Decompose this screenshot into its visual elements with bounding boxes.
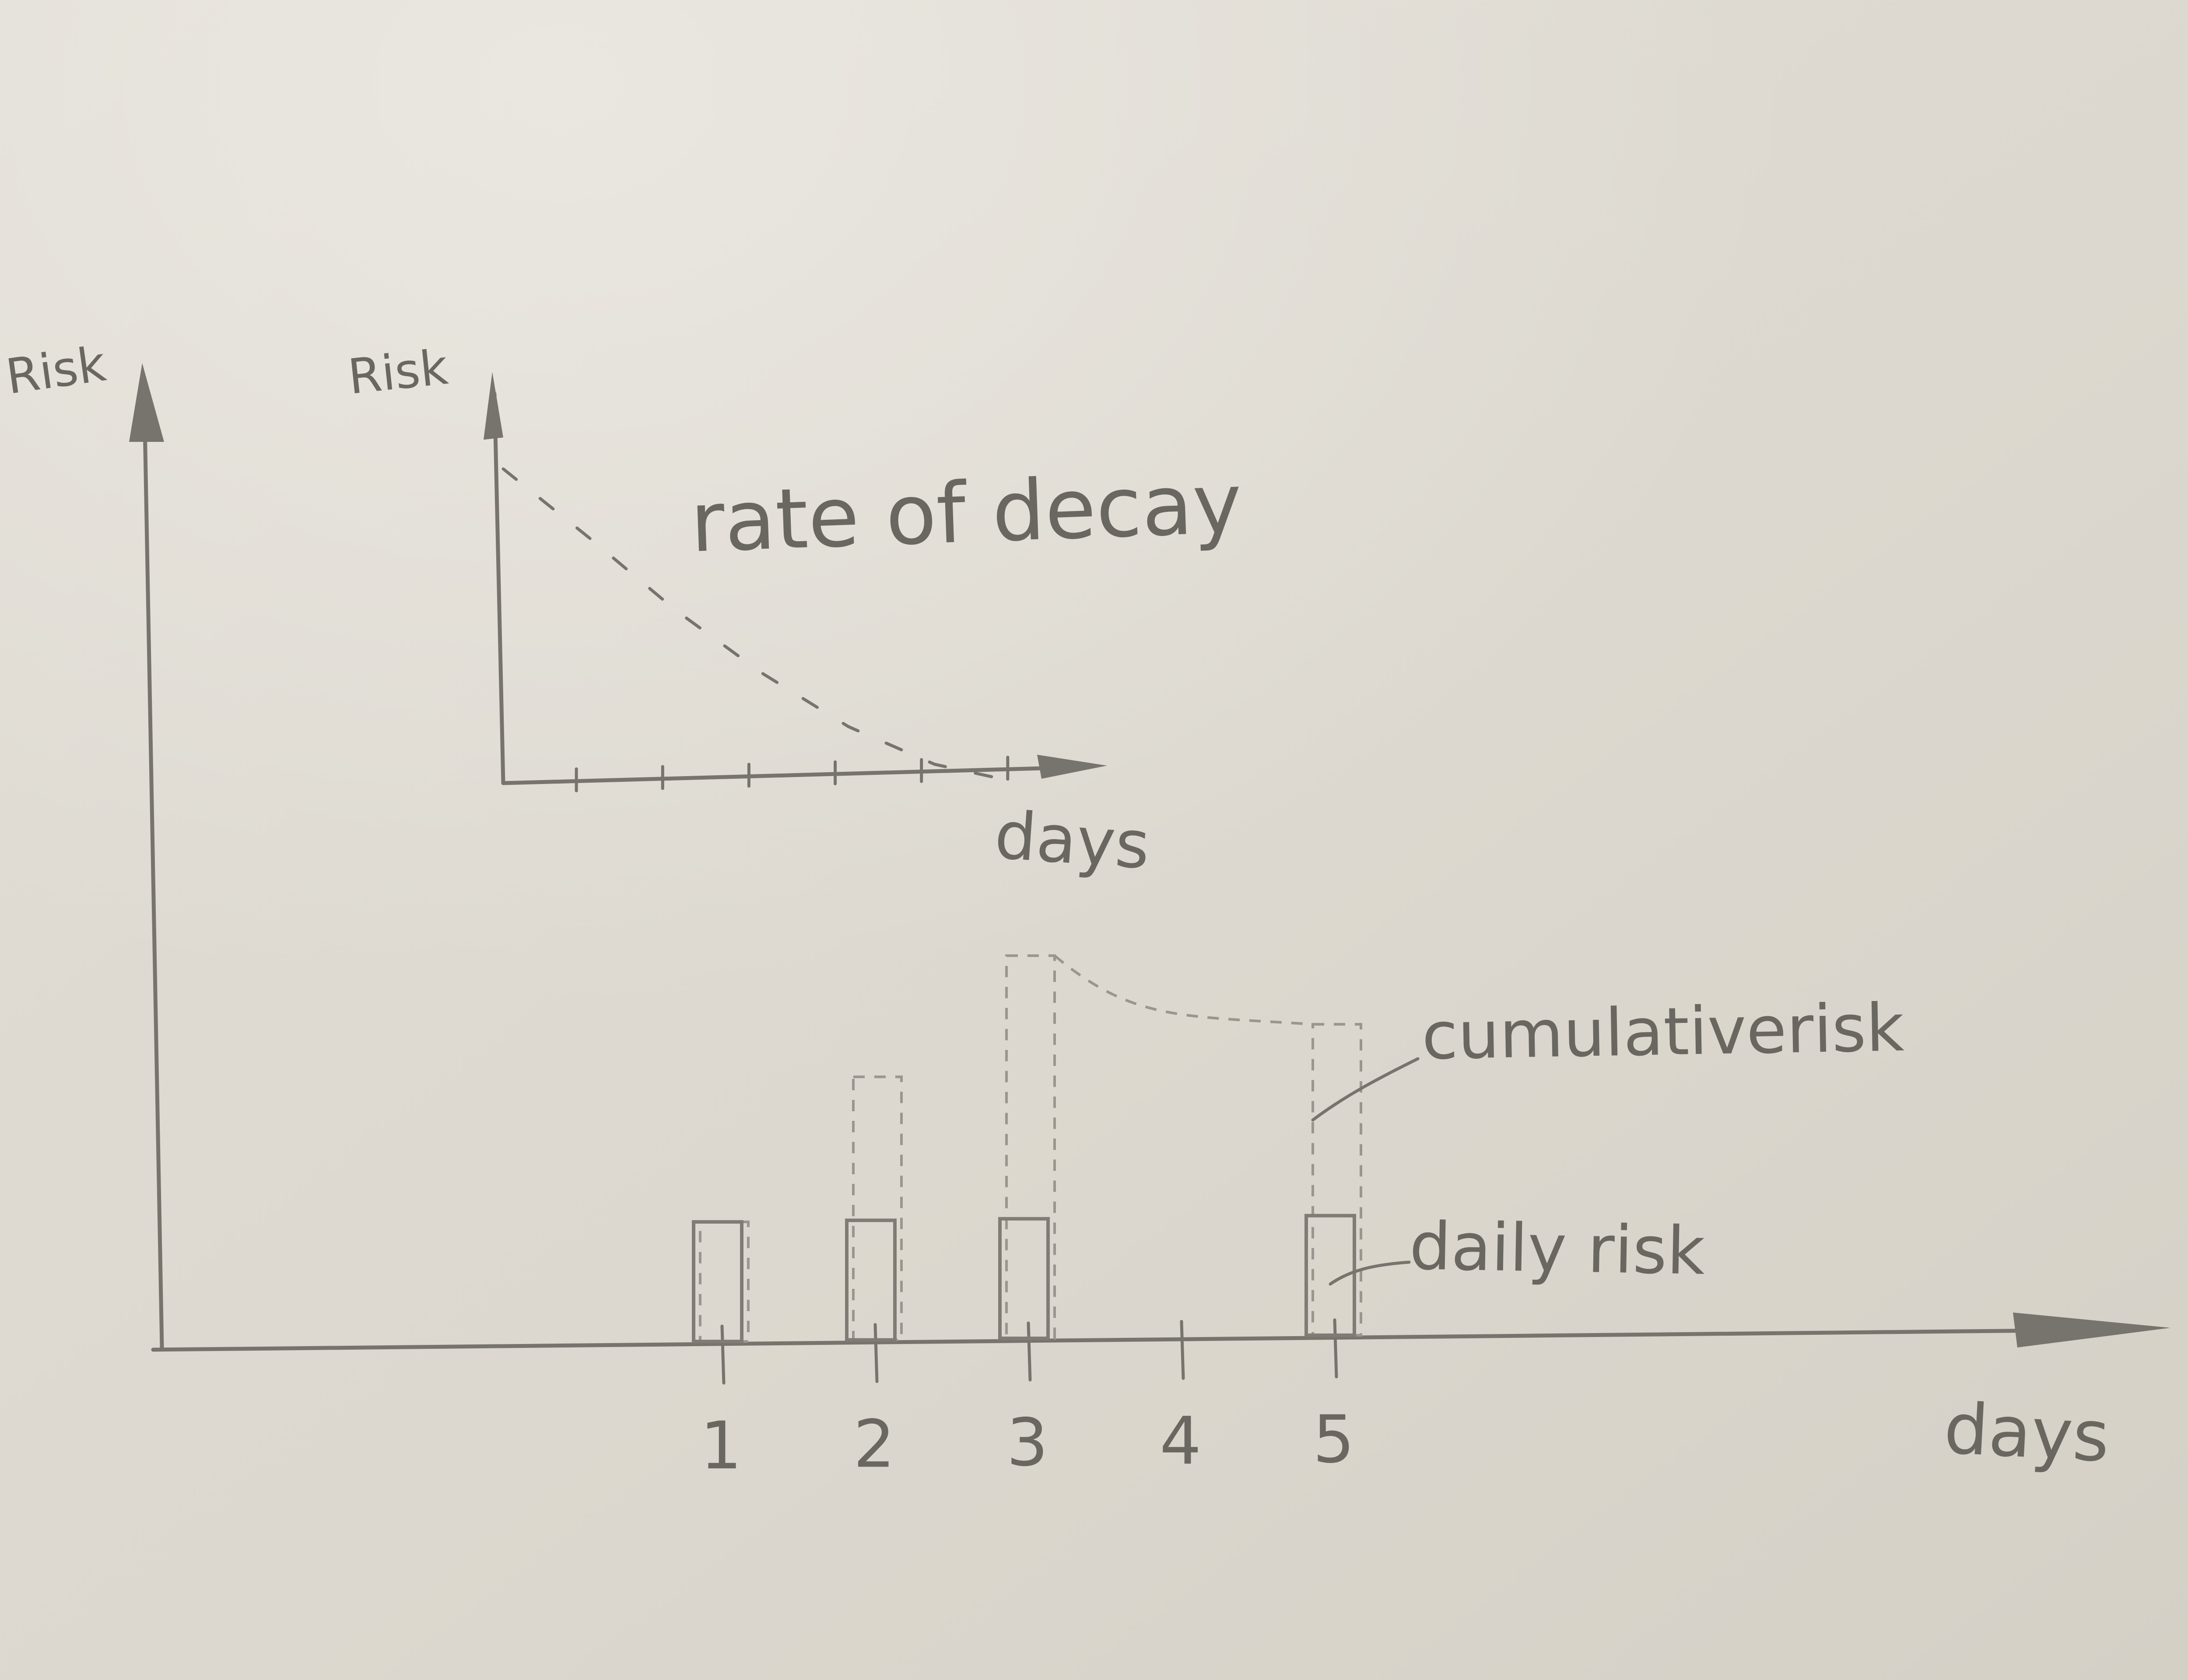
main-x-ticks bbox=[720, 1318, 1338, 1385]
inset-y-arrow-icon bbox=[484, 372, 503, 440]
decay-annotation: rate of decay bbox=[689, 455, 1244, 571]
main-y-axis bbox=[142, 400, 164, 1350]
inset-x-ticks bbox=[575, 756, 1010, 792]
main-x-tick bbox=[720, 1324, 726, 1385]
daily-risk-bar bbox=[845, 1218, 897, 1342]
inset-x-arrow-icon bbox=[1037, 755, 1107, 779]
decay-series-line bbox=[501, 467, 1023, 785]
inset-x-axis bbox=[501, 766, 1061, 785]
inset-decay-chart: Risk days rate of decay bbox=[345, 339, 1243, 884]
main-x-tick bbox=[1027, 1321, 1032, 1382]
daily-risk-bar bbox=[998, 1217, 1050, 1340]
main-y-arrow-icon bbox=[129, 363, 164, 442]
daily-legend-leader bbox=[1329, 1260, 1411, 1286]
main-risk-chart: 1 2 3 4 5 Risk days cumulativerisk daily ris… bbox=[3, 336, 2170, 1484]
main-x-tick-label: 2 bbox=[853, 1407, 895, 1483]
legend-cumulative-risk: cumulativerisk bbox=[1421, 990, 1905, 1074]
main-x-tick bbox=[1180, 1320, 1185, 1380]
main-x-tick-labels: 1 2 3 4 5 bbox=[700, 1402, 1354, 1484]
legend-daily-risk: daily risk bbox=[1409, 1208, 1705, 1290]
cumulative-risk-bar bbox=[852, 1075, 903, 1341]
main-x-tick-label: 5 bbox=[1313, 1402, 1354, 1478]
main-y-label: Risk bbox=[3, 336, 109, 405]
main-x-tick-label: 3 bbox=[1006, 1405, 1048, 1481]
inset-y-label: Risk bbox=[345, 339, 450, 405]
cumulative-risk-bar bbox=[1005, 954, 1056, 1340]
daily-risk-bar bbox=[1304, 1214, 1356, 1337]
main-x-tick-label: 1 bbox=[700, 1408, 742, 1484]
cumulative-legend-leader bbox=[1311, 1057, 1420, 1122]
daily-risk-bars bbox=[692, 1214, 1356, 1344]
main-x-label: days bbox=[1942, 1387, 2111, 1478]
daily-risk-bar bbox=[692, 1220, 743, 1344]
inset-y-axis bbox=[492, 392, 505, 785]
main-x-tick-label: 4 bbox=[1160, 1404, 1201, 1480]
main-x-tick bbox=[1333, 1318, 1338, 1379]
main-x-arrow-icon bbox=[2013, 1312, 2170, 1348]
main-x-axis bbox=[151, 1328, 2094, 1352]
inset-x-label: days bbox=[992, 797, 1152, 884]
main-x-tick bbox=[873, 1323, 879, 1383]
